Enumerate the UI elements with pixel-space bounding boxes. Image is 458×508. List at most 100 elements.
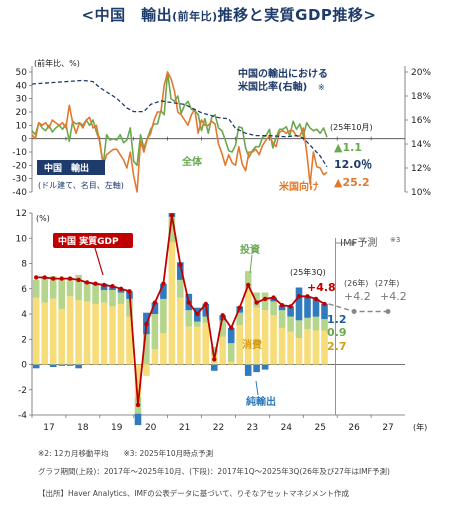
forecast-point-2	[385, 309, 391, 314]
forecast-mark: ※3	[390, 236, 400, 244]
bot-y-tick-label: 6	[21, 285, 27, 295]
top-right-tick-label: 20%	[411, 68, 431, 78]
gdp-point-25Q1	[305, 294, 310, 299]
bot-y-tick-label: 10	[16, 234, 28, 244]
bar-c-22Q3	[219, 336, 226, 365]
top-left-tick-label: 10	[16, 121, 28, 131]
gdp-legend-pointer	[94, 247, 104, 276]
title-paren: (前年比)	[172, 10, 218, 23]
legend-box-sub: (ドル建て、名目、左軸)	[38, 180, 124, 190]
consumption-value: 2.7	[327, 340, 347, 353]
bar-c-25Q2	[312, 330, 320, 365]
gdp-point-20Q1	[135, 402, 141, 408]
bar-n-22Q1	[202, 303, 210, 317]
bot-grid	[29, 212, 405, 418]
top-left-tick-label: 20	[16, 108, 28, 118]
net-export-pointer	[255, 380, 259, 396]
bar-c-19Q1	[100, 302, 108, 365]
bar-c-23Q1	[236, 325, 243, 365]
title-open: <中国	[81, 6, 126, 24]
bot-x-tick-label: 18	[77, 423, 89, 433]
gdp-point-21Q2	[178, 262, 183, 267]
top-right-tick-label: 12%	[411, 164, 431, 174]
bar-c-23Q2	[244, 288, 252, 365]
gdp-point-17Q1	[34, 275, 39, 280]
bar-c-24Q1	[270, 315, 277, 365]
bar-i-18Q2	[75, 274, 82, 301]
bar-c-17Q4	[58, 308, 65, 365]
bot-y-tick-label: 2	[21, 335, 27, 345]
bar-i-24Q3	[287, 316, 294, 332]
bar-c-18Q3	[83, 301, 91, 365]
gdp-point-23Q4	[262, 296, 268, 302]
gdp-point-22Q3	[220, 313, 225, 318]
bar-c-25Q3	[321, 330, 328, 365]
bar-n-17Q1	[32, 364, 40, 369]
title-main1: 輸出	[141, 6, 173, 24]
label-net-export: 純輸出	[246, 395, 276, 408]
bar-i-17Q4	[58, 278, 65, 309]
gdp-point-21Q3	[186, 300, 191, 305]
note-1: ※2: 12カ月移動平均 ※3: 2025年10月時点予測	[38, 449, 214, 458]
bot-x-tick-label: 27	[382, 423, 393, 433]
note-2: グラフ期間(上段)：2017年～2025年10月、(下段)：2017年1Q～20…	[38, 467, 390, 476]
gdp-point-22Q4	[229, 325, 234, 331]
investment-value: 0.9	[327, 326, 347, 339]
gdp-point-18Q4	[93, 281, 98, 286]
bot-x-tick-label: 22	[213, 423, 224, 433]
gdp-point-21Q1	[169, 213, 175, 218]
bar-n-21Q2	[177, 262, 184, 280]
gdp-point-18Q1	[67, 276, 73, 281]
label-investment: 投資	[240, 243, 260, 256]
top-period: (25年10月)	[330, 122, 373, 132]
bar-n-25Q1	[304, 296, 311, 318]
bar-i-17Q1	[32, 279, 40, 298]
bar-i-20Q4	[160, 298, 167, 333]
gdp-point-20Q4	[161, 281, 166, 286]
top-left-tick-label: 30	[16, 95, 28, 105]
end-us: ▲25.2	[334, 176, 370, 189]
forecast-value-2: +4.2	[380, 290, 407, 303]
bar-c-19Q3	[117, 303, 125, 365]
bar-n-23Q4	[261, 364, 269, 370]
bar-n-17Q3	[49, 364, 57, 367]
bot-x-tick-label: 23	[247, 423, 258, 433]
gdp-point-18Q2	[76, 277, 81, 283]
bar-i-25Q1	[304, 317, 311, 330]
top-series-line-2	[31, 71, 328, 193]
bar-i-25Q3	[321, 319, 328, 331]
bot-y-tick-label: 8	[21, 260, 27, 270]
bot-period: (25年3Q)	[290, 267, 326, 277]
investment-pointer	[249, 254, 253, 274]
bar-i-18Q4	[92, 285, 99, 304]
bar-c-21Q1	[168, 242, 176, 365]
gdp-point-18Q3	[84, 280, 90, 285]
top-left-tick-label: -40	[12, 188, 27, 198]
bar-n-20Q1	[134, 413, 142, 426]
bar-i-23Q4	[261, 292, 269, 311]
top-right-tick-label: 18%	[411, 92, 431, 102]
bar-i-21Q3	[185, 310, 193, 327]
bar-c-17Q3	[49, 298, 57, 365]
bar-i-22Q4	[227, 343, 235, 362]
bot-y-tick-label: -2	[18, 386, 27, 396]
top-left-tick-label: 50	[16, 68, 28, 78]
top-right-tick-label: 10%	[411, 188, 431, 198]
bar-n-18Q1	[66, 364, 74, 366]
bar-c-24Q4	[295, 338, 303, 365]
bar-i-18Q1	[66, 277, 74, 297]
forecast-year-2: (27年)	[375, 278, 399, 288]
forecast-label: IMF予測	[340, 236, 377, 249]
top-labels: 50 40 30 20 10 0 -10 -20 -30 -40 20% 18% 16% 14% 12% 10…	[12, 58, 431, 198]
title-main2: 推移と実質GDP推移>	[217, 6, 377, 24]
bar-i-24Q1	[270, 301, 277, 316]
bar-n-20Q4	[160, 283, 167, 299]
bar-c-18Q2	[75, 300, 82, 365]
top-series	[31, 71, 328, 193]
top-left-tick-label: -20	[12, 161, 27, 171]
bot-line	[34, 213, 391, 408]
bar-i-22Q2	[211, 346, 218, 355]
gdp-point-23Q1	[237, 305, 242, 310]
